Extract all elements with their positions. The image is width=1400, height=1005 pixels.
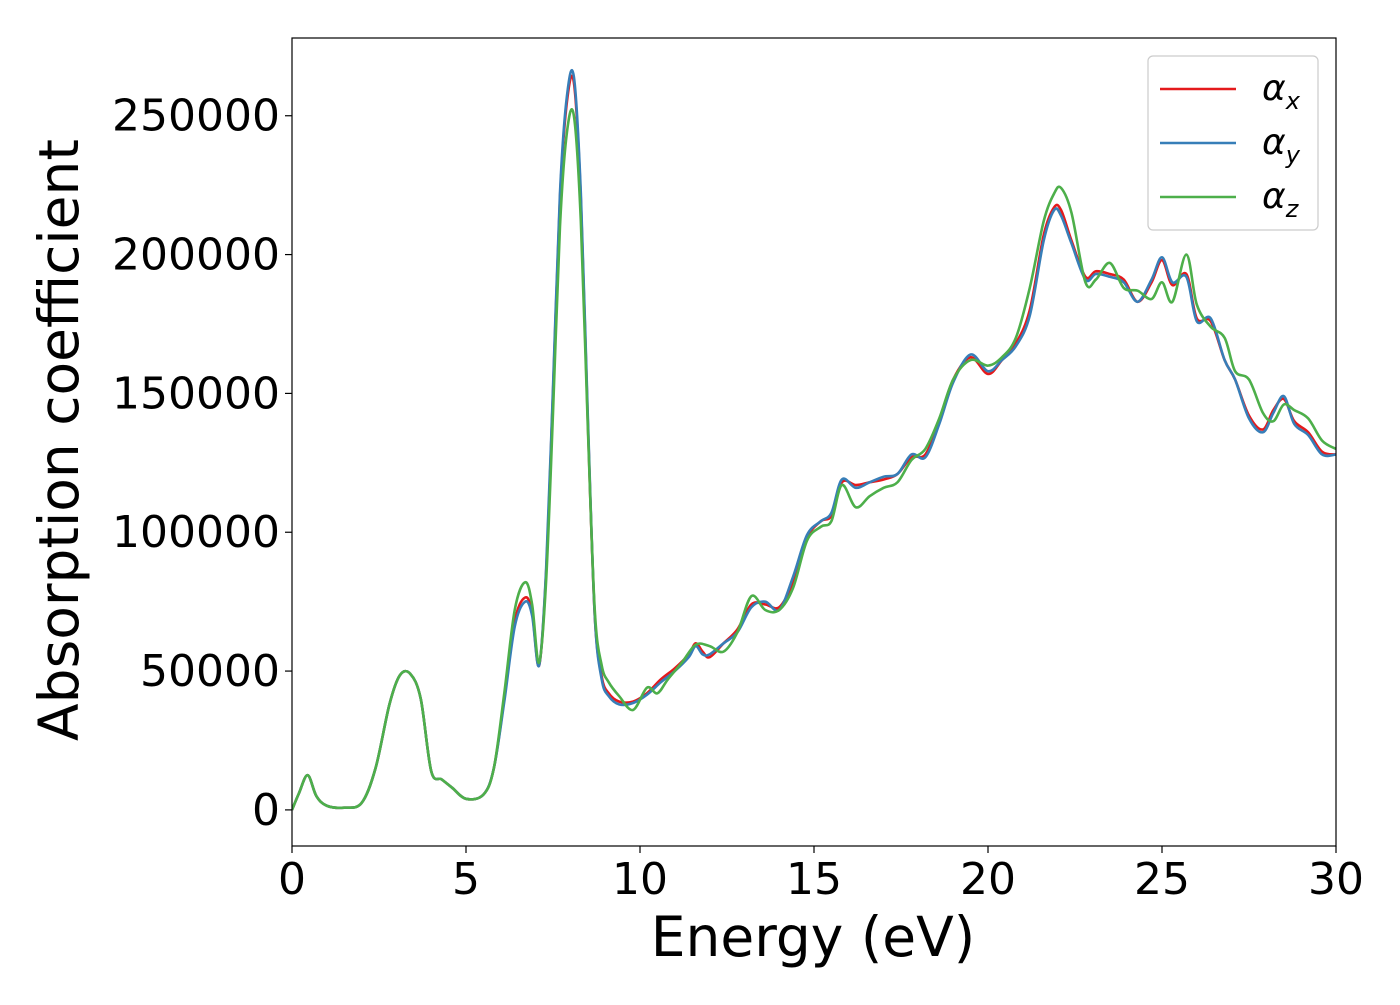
legend: αx αy αz: [1147, 55, 1319, 231]
x-axis-ticks: 0 5 10 15 20 25 30: [278, 846, 1364, 905]
legend-entry-alpha-z: αz: [1160, 176, 1300, 223]
y-tick-label: 0: [252, 785, 280, 836]
y-axis-ticks: 0 50000 100000 150000 200000 250000: [112, 91, 292, 836]
x-axis-label: Energy (eV): [651, 905, 975, 969]
x-tick-label: 5: [452, 854, 480, 905]
y-tick-label: 150000: [112, 368, 280, 419]
legend-label: αx: [1262, 68, 1301, 115]
y-tick-label: 100000: [112, 507, 280, 558]
legend-label: αz: [1262, 176, 1300, 223]
x-tick-label: 0: [278, 854, 306, 905]
y-axis-label: Absorption coefficient: [27, 139, 91, 741]
x-tick-label: 25: [1134, 854, 1190, 905]
x-tick-label: 20: [960, 854, 1016, 905]
y-tick-label: 200000: [112, 230, 280, 281]
y-tick-label: 250000: [112, 91, 280, 142]
plot-lines: [292, 69, 1336, 811]
x-tick-label: 10: [612, 854, 668, 905]
legend-label: αy: [1262, 122, 1301, 169]
x-tick-label: 15: [786, 854, 842, 905]
y-tick-label: 50000: [140, 646, 280, 697]
legend-entry-alpha-y: αy: [1160, 122, 1301, 169]
legend-entry-alpha-x: αx: [1160, 68, 1301, 115]
series-line-alpha-z: [292, 108, 1336, 811]
x-tick-label: 30: [1308, 854, 1364, 905]
